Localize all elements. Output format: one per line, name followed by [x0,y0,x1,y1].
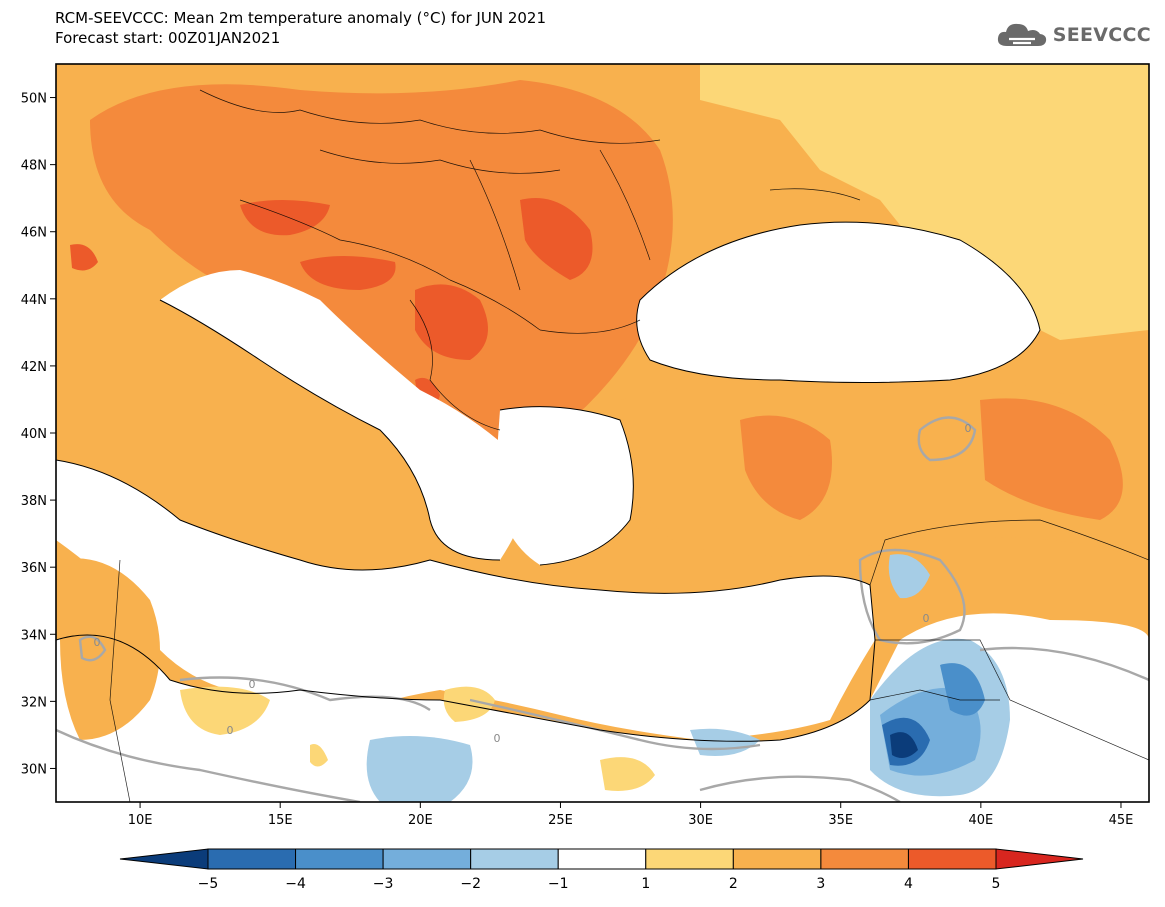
longitude-axis: 10E 15E 20E 25E 30E 35E 40E 45E [128,802,1134,828]
colorbar-high-extension [995,848,1084,870]
seevccc-logo: SEEVCCC [995,20,1151,50]
anomaly-region-libya-east [443,686,495,722]
colorbar-bin [732,848,822,870]
colorbar-label: 4 [904,876,913,892]
anomaly-hotspot-slovenia [240,200,330,236]
anomaly-cool-libya [366,736,473,802]
cloud-icon [997,23,1046,46]
anomaly-hotspot-romania [520,198,593,280]
colorbar-bin [820,848,909,870]
anomaly-region-small-patch [310,744,328,767]
lat-tick-label: 38N [21,494,47,509]
anomaly-hotspot-west [70,244,98,271]
colorbar-bin [907,848,997,870]
chart-subtitle: Forecast start: 00Z01JAN2021 [55,29,281,47]
colorbar-label: 3 [816,876,825,892]
anomaly-cool-syria [888,554,930,599]
zero-contours [56,416,1149,802]
lat-tick-label: 34N [21,628,47,643]
colorbar-bin [557,848,647,870]
anomaly-region-east-north [700,64,1149,340]
colorbar-bin [295,848,384,870]
title-block: RCM-SEEVCCC: Mean 2m temperature anomaly… [55,8,546,48]
anomaly-hotspot-bosnia [300,256,396,290]
anomaly-region-east-anatolia [980,398,1123,520]
anomaly-region-egypt [600,757,655,791]
anomaly-region-libya-west [180,686,270,735]
colorbar-bin [382,848,472,870]
colorbar-bin [207,848,297,870]
lat-tick-label: 46N [21,226,47,241]
colorbar-label: 2 [729,876,738,892]
country-borders [109,89,1149,802]
contour-label: 0 [494,732,501,745]
colorbar-label: 1 [641,876,650,892]
lat-tick-label: 44N [21,293,47,308]
lat-tick-label: 48N [21,159,47,174]
latitude-axis: 50N 48N 46N 44N 42N 40N 38N 36N 34N 32N 30N [21,92,56,777]
colorbar: −5 −4 −3 −2 −1 1 2 3 4 5 [119,848,1084,892]
colorbar-bin [645,848,734,870]
anomaly-hotspot-serbia [415,284,488,360]
lat-tick-label: 30N [21,762,47,777]
colorbar-low-extension [119,848,209,870]
lat-tick-label: 36N [21,561,47,576]
lat-tick-label: 50N [21,92,47,107]
anomaly-region-tunisia [60,558,160,740]
aegean-sea [495,406,634,565]
mediterranean-sea [56,460,875,740]
lat-tick-label: 32N [21,695,47,710]
colorbar-label: −5 [198,876,219,892]
anomaly-region-central-anatolia [740,415,832,520]
contour-labels: 0 0 0 0 0 0 [94,422,972,745]
anomaly-cool-jordan-min [890,732,918,759]
lon-tick-label: 30E [688,813,713,828]
lat-tick-label: 42N [21,360,47,375]
lon-tick-label: 40E [968,813,993,828]
colorbar-bin [470,848,559,870]
contour-label: 0 [94,636,101,649]
lon-tick-label: 35E [828,813,853,828]
anomaly-cool-jordan-north [940,663,985,716]
chart-title: RCM-SEEVCCC: Mean 2m temperature anomaly… [55,9,546,27]
colorbar-label: −4 [285,876,306,892]
lon-tick-label: 20E [408,813,433,828]
contour-label: 0 [249,678,256,691]
adriatic-ionian-sea [160,270,527,560]
lon-tick-label: 15E [268,813,293,828]
colorbar-label: −2 [460,876,481,892]
contour-label: 0 [923,612,930,625]
lon-tick-label: 45E [1109,813,1134,828]
coastlines [56,221,1041,742]
contour-label: 0 [965,422,972,435]
lat-tick-label: 40N [21,427,47,442]
logo-text: SEEVCCC [1052,24,1151,46]
contour-label: 0 [227,724,234,737]
lon-tick-label: 25E [548,813,573,828]
anomaly-field [56,64,1149,802]
colorbar-label: 5 [992,876,1001,892]
colorbar-label: −1 [548,876,569,892]
colorbar-label: −3 [373,876,394,892]
lon-tick-label: 10E [128,813,153,828]
black-sea [636,222,1040,383]
